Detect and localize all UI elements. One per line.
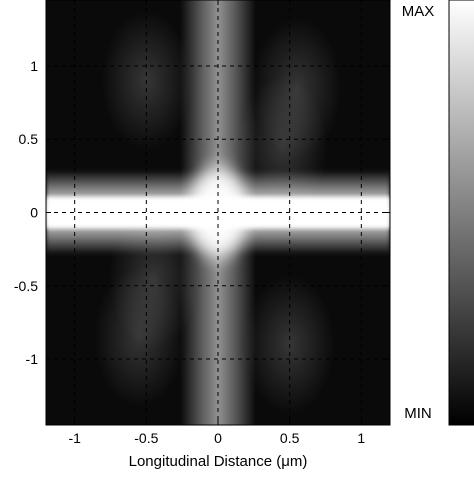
x-axis-label: Longitudinal Distance (μm) bbox=[129, 453, 308, 470]
grid-lines bbox=[46, 0, 390, 425]
colorbar-min-label: MIN bbox=[404, 405, 432, 422]
y-tick-label: -0.5 bbox=[14, 278, 38, 294]
y-tick-label: 0 bbox=[30, 205, 38, 221]
x-tick-label: 0 bbox=[214, 430, 222, 446]
plot-area bbox=[45, 0, 391, 426]
colorbar-max-label: MAX bbox=[402, 3, 435, 20]
x-axis-ticks: -1 -0.5 0 0.5 1 bbox=[68, 0, 365, 446]
y-axis-ticks: 1 0.5 0 -0.5 -1 bbox=[14, 58, 390, 367]
x-tick-label: 0.5 bbox=[280, 430, 300, 446]
colorbar: MAX MIN bbox=[402, 0, 474, 426]
y-tick-label: -1 bbox=[26, 351, 39, 367]
x-tick-label: 1 bbox=[357, 430, 365, 446]
colorbar-gradient bbox=[448, 0, 474, 426]
y-tick-label: 0.5 bbox=[19, 131, 39, 147]
x-tick-label: -1 bbox=[68, 430, 81, 446]
x-tick-label: -0.5 bbox=[134, 430, 158, 446]
y-tick-label: 1 bbox=[30, 58, 38, 74]
